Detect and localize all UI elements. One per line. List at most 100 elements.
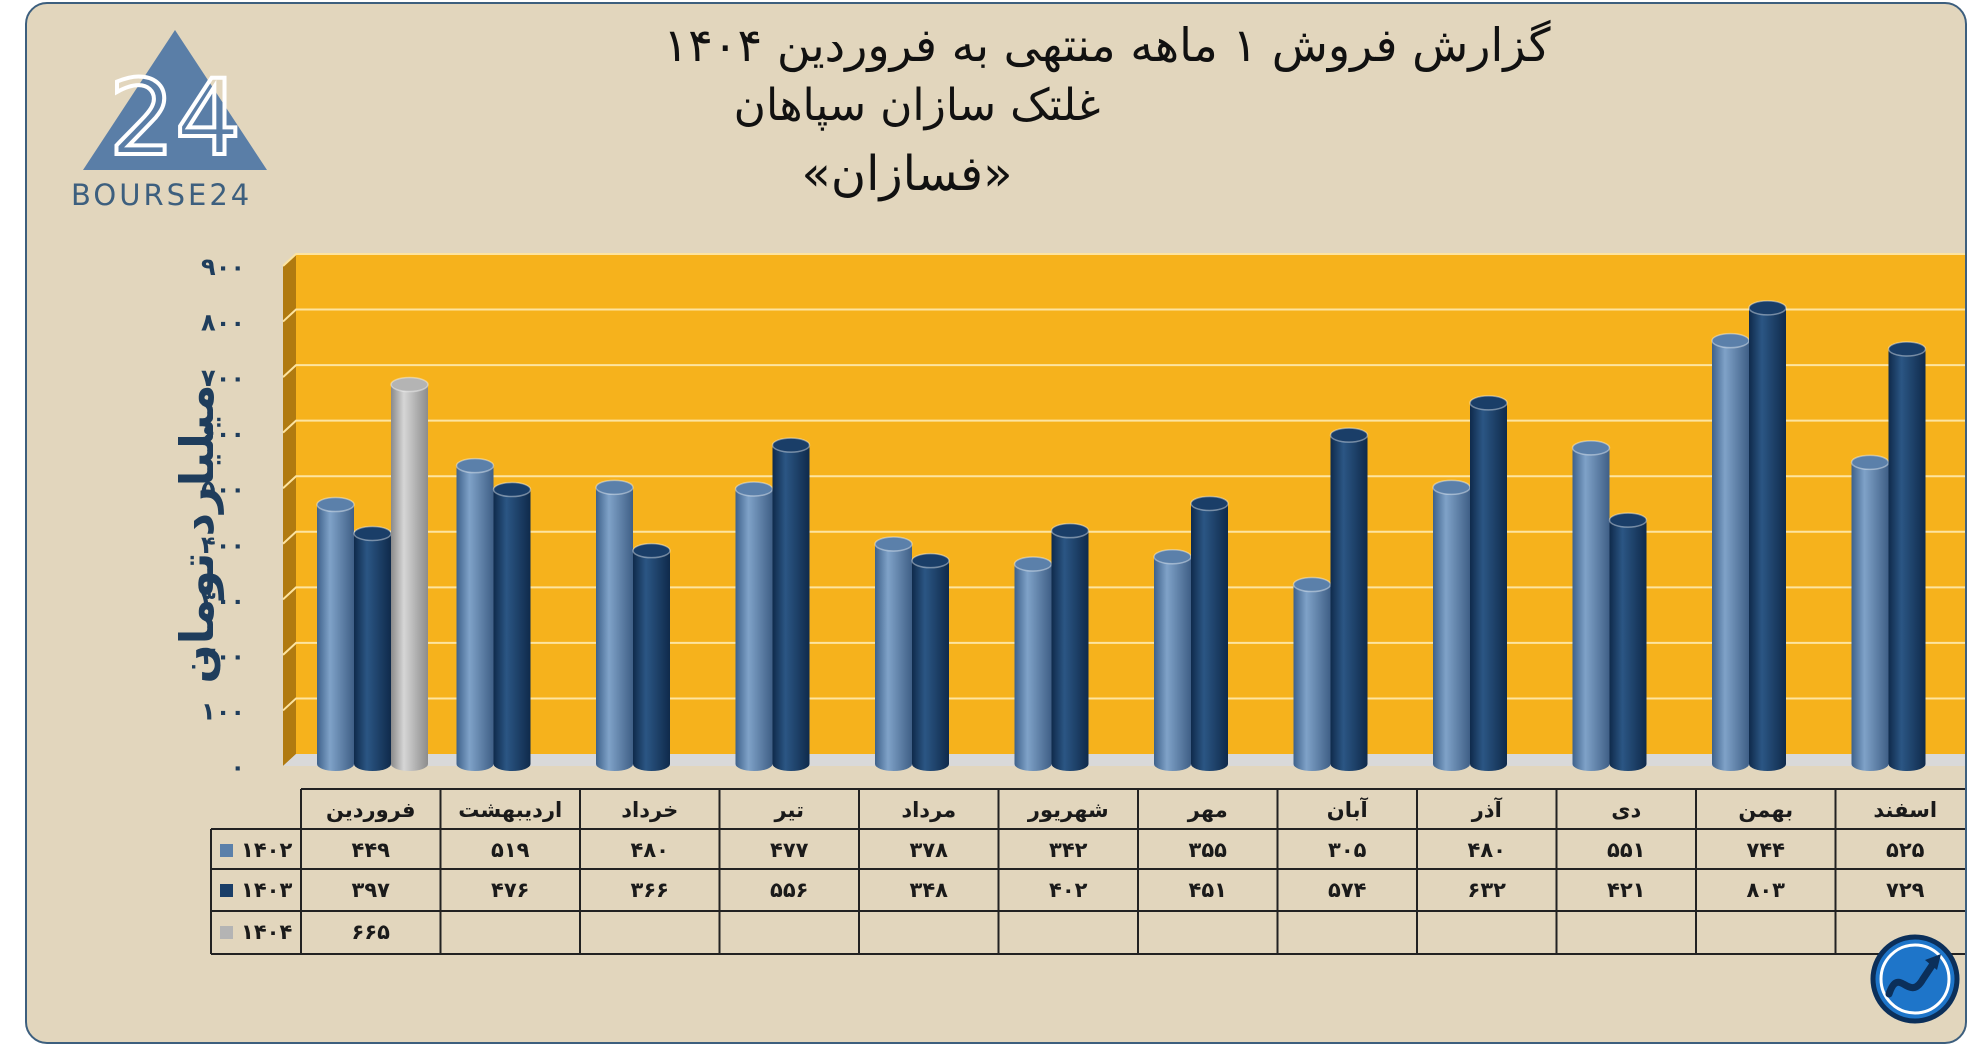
bar-cap: [316, 496, 355, 513]
bar-cap: [1153, 549, 1192, 565]
category-label: اسفند: [1873, 798, 1937, 822]
data-label: ۵۵۶: [770, 878, 808, 902]
data-label: ۴۰۲: [1049, 878, 1088, 902]
bar-body: [1051, 530, 1089, 764]
bar-body: [391, 384, 428, 764]
gridline: [282, 697, 1965, 712]
plot-side-wall: [283, 254, 296, 766]
data-label: ۳۴۸: [910, 878, 949, 902]
gridline: [282, 364, 1965, 378]
bar-body: [456, 465, 494, 764]
y-tick-label: ۲۰۰: [201, 642, 245, 670]
y-tick-label: ۹۰۰: [201, 253, 245, 281]
data-table: فروردین اردیبهشت خرداد تیر مرداد شهریور مهر آبا…: [210, 788, 1965, 955]
bar-body: [633, 550, 670, 764]
bar-body: [912, 560, 949, 764]
bar-cap: [1292, 576, 1332, 593]
legend-swatch: [220, 926, 233, 939]
data-label: ۸۰۳: [1747, 878, 1786, 902]
y-tick-label: ۱۰۰: [201, 697, 245, 725]
bar-cap: [1850, 454, 1890, 471]
bar-cap: [1329, 427, 1369, 443]
bar-base: [1293, 757, 1331, 771]
bar-body: [772, 445, 810, 764]
legend-swatch: [220, 844, 233, 857]
bar-cap: [390, 376, 429, 393]
bar-base: [317, 757, 354, 771]
bar: [1850, 454, 1890, 771]
bar-cap: [734, 481, 774, 497]
bar-body: [1154, 556, 1191, 764]
plot-background: [296, 254, 1965, 754]
bar-base: [493, 757, 531, 771]
category-label: تیر: [773, 798, 804, 822]
bar: [1887, 341, 1927, 771]
category-label: خرداد: [621, 798, 678, 822]
bar: [1153, 549, 1192, 771]
bar-cap: [911, 552, 950, 569]
bar-body: [1191, 503, 1228, 764]
bar-cap: [353, 525, 392, 542]
data-label: ۴۲۱: [1607, 878, 1645, 902]
gridline: [282, 475, 1965, 489]
data-label: ۴۴۹: [352, 838, 391, 862]
logo-text: BOURSE24: [71, 178, 253, 212]
category-label: آبان: [1327, 797, 1369, 822]
bar-cap: [1469, 395, 1508, 411]
title-line-2: غلتک سازان سپاهان: [733, 80, 1101, 131]
data-label: ۳۹۷: [352, 878, 391, 902]
y-tick-label: ۳۰۰: [201, 586, 245, 614]
bar-base: [1572, 757, 1610, 771]
data-label: ۵۵۱: [1607, 838, 1645, 862]
category-label: مرداد: [901, 798, 956, 822]
bar-base: [1014, 757, 1052, 771]
bar: [1748, 300, 1787, 771]
bar: [632, 542, 671, 771]
logo-mark: 24: [109, 57, 241, 179]
data-label: ۷۴۴: [1747, 838, 1786, 862]
bar-cap: [492, 481, 532, 498]
gridline: [282, 419, 1965, 434]
bar-base: [1470, 757, 1507, 771]
y-tick-label: ۴۰۰: [201, 531, 245, 559]
y-tick-label: ۶۰۰: [201, 420, 245, 448]
bar-base: [391, 757, 428, 771]
bar: [771, 437, 811, 771]
category-label: بهمن: [1738, 798, 1793, 822]
bar-base: [1609, 757, 1647, 771]
legend-swatch: [220, 884, 233, 897]
bar-base: [1433, 757, 1470, 771]
bar: [1711, 332, 1750, 771]
category-label: دی: [1611, 798, 1641, 822]
bar-body: [1888, 349, 1926, 764]
y-tick-label: ۰: [230, 753, 245, 781]
bar: [1292, 576, 1332, 771]
title-line-1: گزارش فروش ۱ ماهه منتهی به فروردین ۱۴۰۴: [663, 18, 1551, 72]
bar-cap: [1571, 440, 1611, 456]
y-tick-label: ۷۰۰: [201, 364, 245, 392]
data-label: ۶۶۵: [352, 920, 391, 944]
data-label: ۳۴۲: [1049, 838, 1088, 862]
bar-base: [596, 757, 633, 771]
bar-base: [772, 757, 810, 771]
bar: [874, 536, 913, 771]
bar-cap: [1050, 522, 1090, 539]
data-label: ۴۸۰: [631, 838, 669, 862]
bar-cap: [1748, 300, 1787, 316]
bar-body: [1609, 520, 1647, 764]
bar-body: [1851, 462, 1889, 764]
bar: [1329, 427, 1369, 771]
trend-up-circle-icon[interactable]: [1870, 934, 1960, 1024]
gridline: [282, 253, 1965, 267]
bar-body: [1572, 447, 1610, 764]
bars: [316, 300, 1927, 771]
bar: [316, 496, 355, 771]
bar-cap: [1887, 341, 1927, 357]
title-line-3: «فسازان»: [801, 146, 1013, 202]
bar-body: [596, 487, 633, 764]
legend-label: ۱۴۰۴: [241, 920, 292, 944]
bar: [1050, 522, 1090, 771]
bar-base: [1712, 757, 1749, 771]
bar-cap: [771, 437, 811, 453]
plot-floor: [283, 754, 1965, 766]
